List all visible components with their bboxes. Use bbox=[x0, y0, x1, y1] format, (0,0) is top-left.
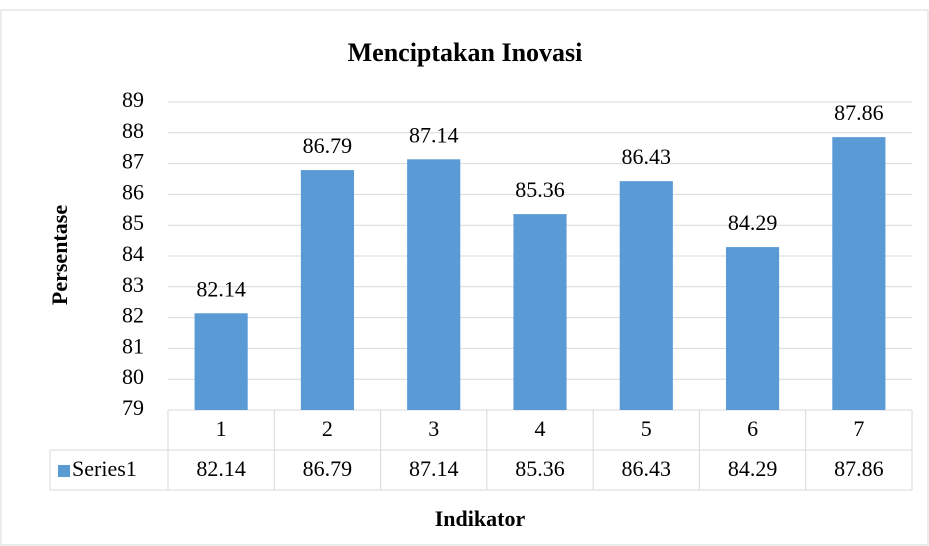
table-value: 87.86 bbox=[834, 456, 884, 481]
data-label: 84.29 bbox=[728, 210, 778, 235]
x-tick-label: 6 bbox=[747, 416, 758, 441]
y-tick-label: 89 bbox=[122, 87, 144, 112]
bar bbox=[619, 181, 673, 410]
y-tick-label: 85 bbox=[122, 210, 144, 235]
legend-label: Series1 bbox=[72, 456, 137, 481]
x-tick-label: 5 bbox=[641, 416, 652, 441]
table-value: 82.14 bbox=[196, 456, 246, 481]
data-label: 82.14 bbox=[196, 276, 246, 301]
x-tick-label: 1 bbox=[216, 416, 227, 441]
y-tick-label: 82 bbox=[122, 303, 144, 328]
y-tick-label: 80 bbox=[122, 364, 144, 389]
data-label: 87.86 bbox=[834, 100, 884, 125]
bar bbox=[300, 170, 354, 410]
table-value: 86.43 bbox=[622, 456, 672, 481]
bar bbox=[832, 137, 886, 410]
table-value: 85.36 bbox=[515, 456, 565, 481]
table-value: 86.79 bbox=[303, 456, 353, 481]
y-tick-label: 86 bbox=[122, 179, 144, 204]
data-label: 86.43 bbox=[622, 144, 672, 169]
x-tick-label: 2 bbox=[322, 416, 333, 441]
x-tick-label: 3 bbox=[428, 416, 439, 441]
x-tick-label: 4 bbox=[535, 416, 546, 441]
y-tick-label: 79 bbox=[122, 395, 144, 420]
bar bbox=[407, 159, 461, 410]
bar bbox=[194, 313, 248, 410]
chart-title: Menciptakan Inovasi bbox=[348, 38, 583, 67]
y-tick-label: 87 bbox=[122, 149, 144, 174]
y-tick-label: 83 bbox=[122, 272, 144, 297]
table-value: 87.14 bbox=[409, 456, 459, 481]
bar bbox=[513, 214, 567, 410]
x-axis-label: Indikator bbox=[435, 506, 526, 531]
data-label: 86.79 bbox=[303, 133, 353, 158]
table-value: 84.29 bbox=[728, 456, 778, 481]
data-label: 87.14 bbox=[409, 122, 459, 147]
y-tick-label: 81 bbox=[122, 333, 144, 358]
data-label: 85.36 bbox=[515, 177, 565, 202]
bar bbox=[726, 247, 780, 410]
y-tick-label: 84 bbox=[122, 241, 144, 266]
y-tick-label: 88 bbox=[122, 118, 144, 143]
legend-swatch bbox=[58, 465, 70, 477]
x-tick-label: 7 bbox=[853, 416, 864, 441]
y-axis-label: Persentase bbox=[47, 205, 72, 305]
